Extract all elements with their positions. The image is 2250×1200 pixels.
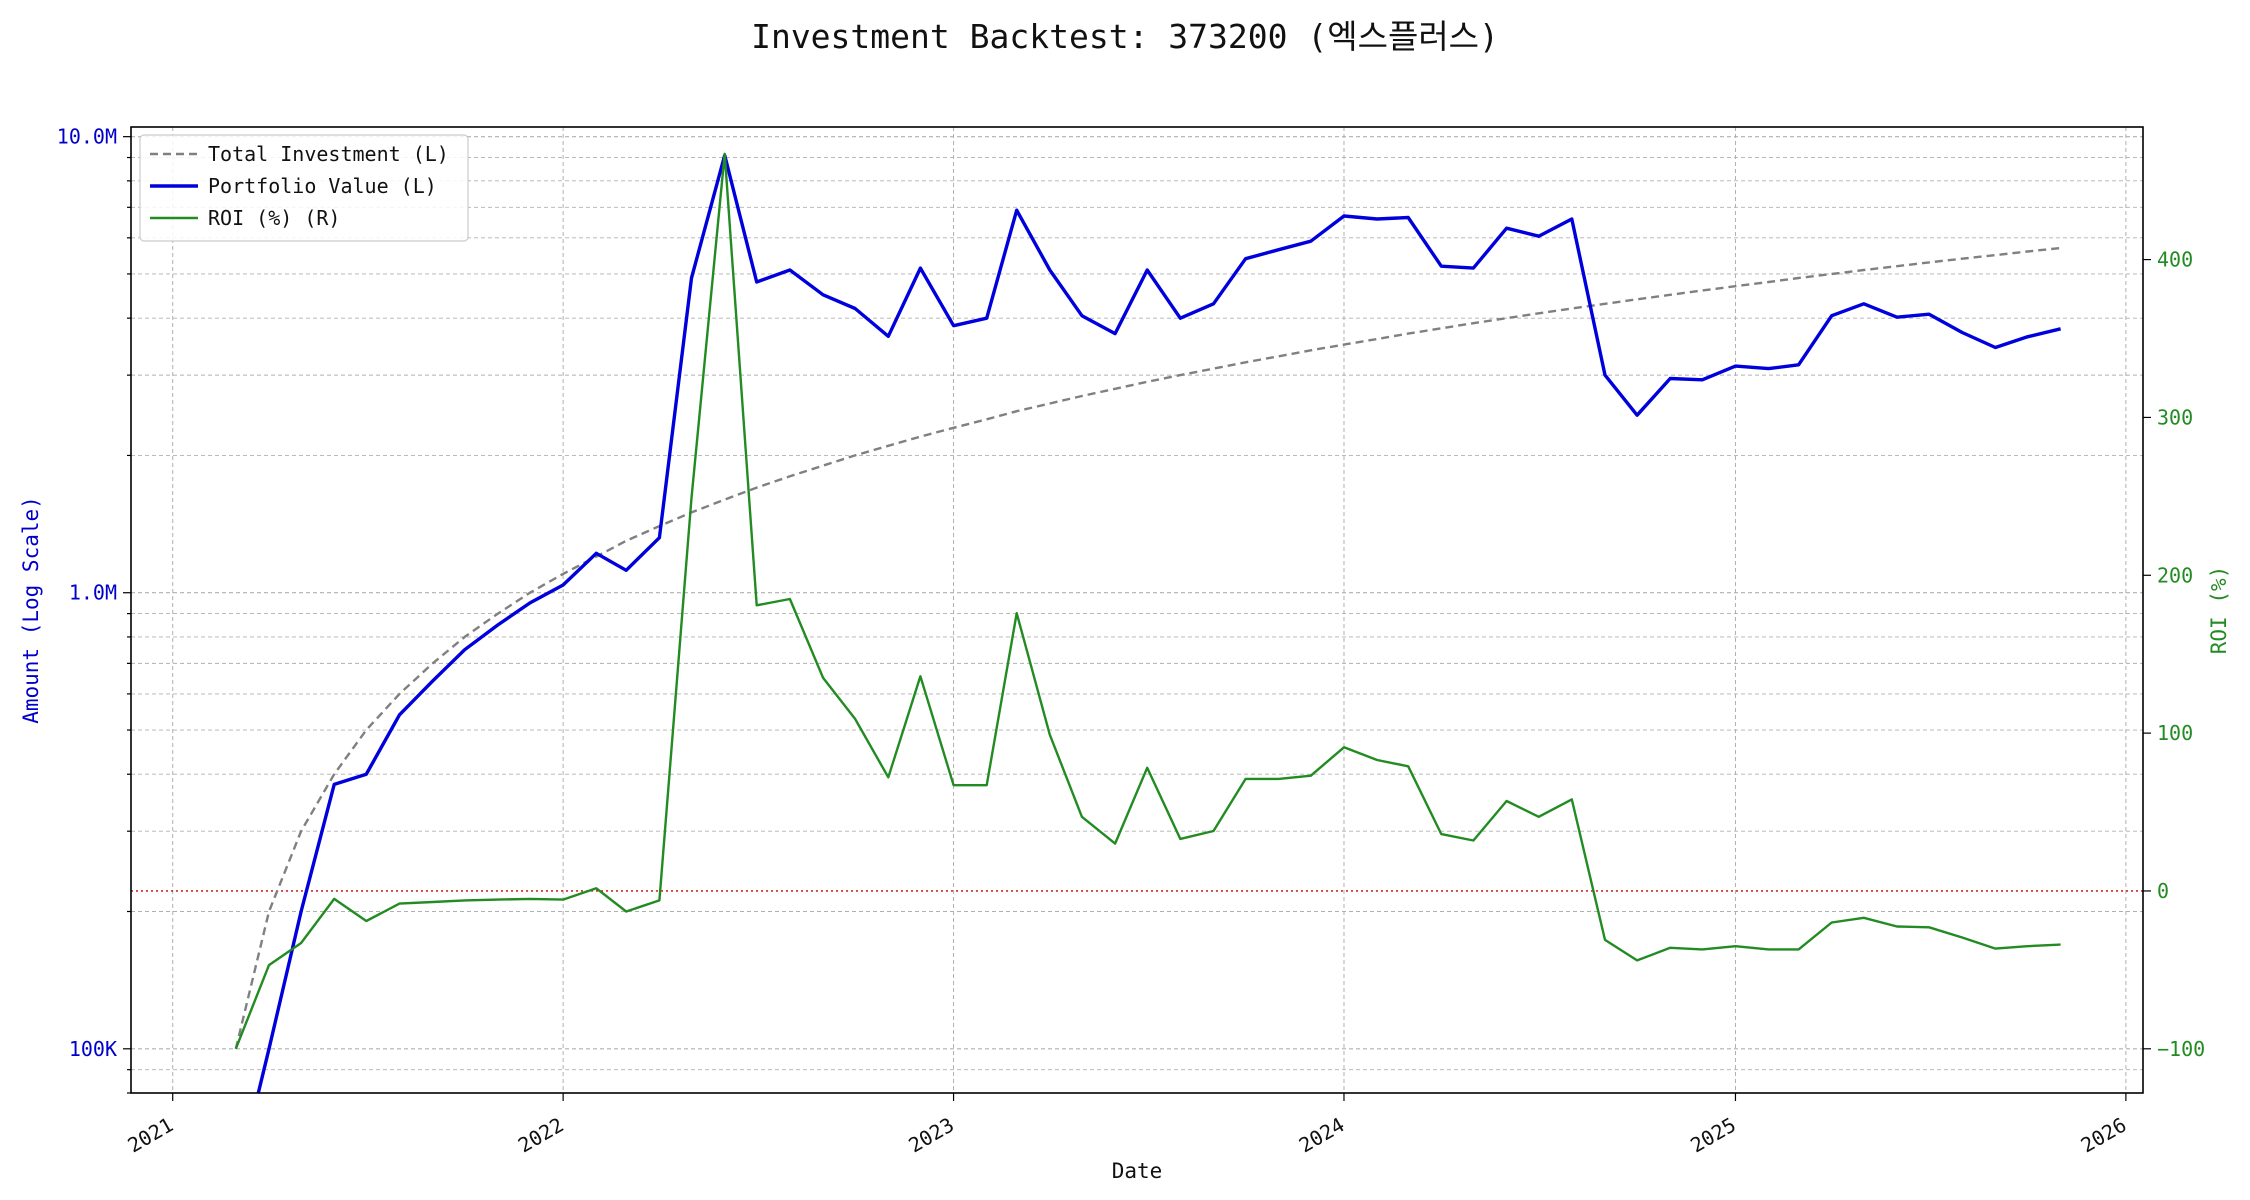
series-lines (234, 152, 2061, 1093)
legend: Total Investment (L) Portfolio Value (L)… (139, 134, 469, 242)
grid-lines (131, 127, 2143, 1094)
legend-label-portfolio-value: Portfolio Value (L) (208, 174, 437, 198)
plot-frame (130, 126, 2144, 1094)
legend-box (139, 134, 469, 242)
x-tick-label: 2026 (2077, 1113, 2131, 1158)
x-tick-label: 2023 (904, 1113, 958, 1158)
left-tick-label: 10.0M (57, 125, 117, 149)
portfolio-value-line (256, 153, 2061, 1093)
legend-label-roi: ROI (%) (R) (208, 206, 340, 230)
x-tick-label: 2024 (1295, 1113, 1349, 1158)
right-tick-label: 0 (2157, 879, 2169, 903)
right-tick-label: 100 (2157, 721, 2193, 745)
chart-title: Investment Backtest: 373200 (엑스플러스) (751, 17, 1499, 56)
left-axis-label: Amount (Log Scale) (19, 496, 43, 724)
left-tick-label: 1.0M (69, 581, 117, 605)
roi-line (234, 152, 2061, 1050)
x-tick-label: 2022 (514, 1113, 568, 1158)
x-tick-label: 2021 (123, 1113, 177, 1158)
right-tick-label: 200 (2157, 563, 2193, 587)
left-tick-label: 100K (69, 1037, 117, 1061)
right-axis-label: ROI (%) (2207, 566, 2231, 655)
legend-label-total-investment: Total Investment (L) (208, 142, 449, 166)
x-tick-label: 2025 (1686, 1113, 1740, 1158)
right-tick-label: 300 (2157, 405, 2193, 429)
plot-area (131, 127, 2143, 1093)
right-tick-label: −100 (2157, 1037, 2205, 1061)
x-axis-label: Date (1112, 1159, 1163, 1183)
right-tick-label: 400 (2157, 248, 2193, 272)
total-investment-line (234, 246, 2061, 1050)
